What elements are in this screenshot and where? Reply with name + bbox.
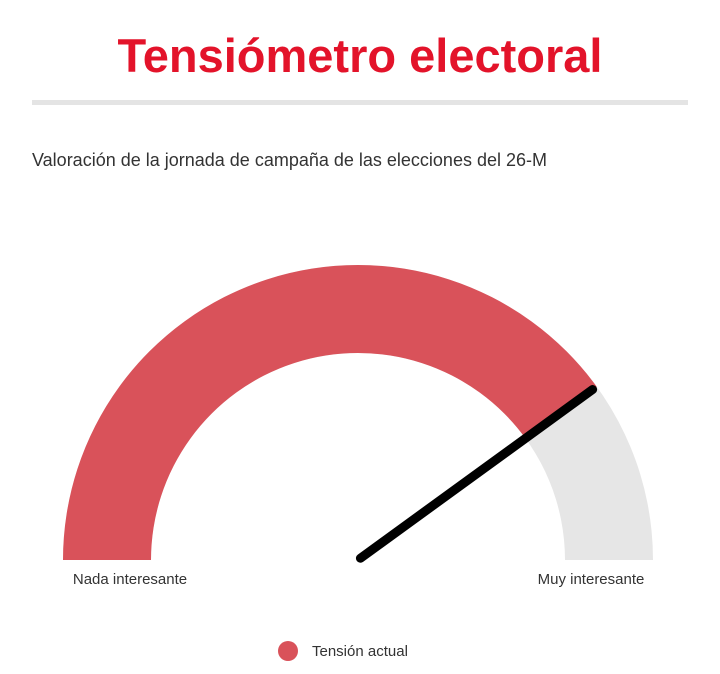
chart-legend: Tensión actual (278, 641, 408, 661)
gauge-value-arc (63, 265, 597, 560)
title-divider (32, 100, 688, 105)
legend-swatch (278, 641, 298, 661)
page-title: Tensiómetro electoral (117, 29, 603, 82)
gauge-needle (355, 385, 598, 563)
legend-label: Tensión actual (312, 642, 408, 660)
gauge-min-label: Nada interesante (73, 571, 187, 588)
chart-subtitle: Valoración de la jornada de campaña de l… (32, 150, 547, 170)
gauge-max-label: Muy interesante (538, 571, 645, 588)
